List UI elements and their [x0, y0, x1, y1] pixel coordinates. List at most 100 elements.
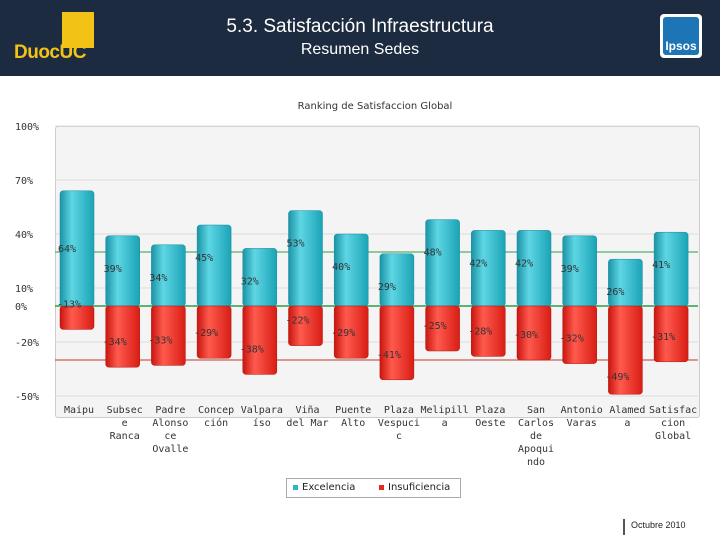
category-label: ce [164, 431, 176, 442]
category-label: Puente [335, 405, 371, 416]
data-label-excelencia: 29% [378, 282, 396, 293]
bar-insuficiencia [471, 305, 506, 357]
y-tick-label: 10% [15, 284, 33, 295]
bar-insuficiencia [151, 305, 186, 366]
bar-insuficiencia [196, 305, 232, 359]
category-label: Alamed [609, 405, 645, 416]
y-tick-label: -50% [15, 392, 39, 403]
category-label: a [624, 418, 630, 429]
data-label-insuficiencia: -31% [651, 332, 675, 343]
category-label: Ovalle [152, 444, 188, 455]
category-label: a [442, 418, 448, 429]
category-label: Maipu [64, 405, 94, 416]
duoc-logo-text: DuocUC [14, 42, 86, 63]
legend-swatch-insuficiencia [379, 484, 384, 490]
legend-item-insuficiencia: Insuficiencia [379, 482, 450, 493]
data-label-excelencia: 64% [58, 244, 76, 255]
bar-excelencia [196, 224, 232, 307]
category-label: Melipill [421, 405, 469, 416]
y-tick-label: 40% [15, 230, 33, 241]
category-label: Satisfac [649, 405, 697, 416]
data-label-insuficiencia: -13% [57, 299, 81, 310]
category-label: ción [204, 417, 228, 429]
chart-legend: Excelencia Insuficiencia [286, 478, 461, 498]
header-bar: DuocUC 5.3. Satisfacción Infraestructura… [0, 0, 720, 76]
data-label-insuficiencia: -29% [331, 328, 355, 339]
bar-excelencia [379, 253, 415, 307]
bar-excelencia [288, 210, 323, 307]
data-label-excelencia: 48% [424, 248, 442, 259]
ipsos-logo-text: Ipsos [663, 17, 699, 55]
y-tick-label: 100% [15, 122, 39, 133]
bar-insuficiencia [333, 305, 369, 359]
category-label: San [527, 405, 545, 416]
data-label-insuficiencia: -41% [377, 350, 401, 361]
bar-excelencia [425, 219, 460, 307]
data-label-excelencia: 42% [515, 258, 533, 269]
data-label-excelencia: 34% [149, 273, 167, 284]
data-label-excelencia: 42% [469, 258, 487, 269]
y-tick-label: 70% [15, 176, 33, 187]
category-label: Apoqui [518, 444, 554, 455]
category-label: íso [253, 417, 271, 429]
bar-insuficiencia [105, 305, 140, 368]
category-label: Subsec [107, 405, 143, 416]
bar-insuficiencia [379, 305, 415, 381]
data-label-excelencia: 53% [286, 239, 304, 250]
category-label: Concep [198, 405, 234, 416]
data-label-insuficiencia: -32% [560, 334, 584, 345]
data-label-insuficiencia: -49% [605, 372, 629, 383]
duoc-shield-logo [62, 12, 94, 48]
y-tick-label: -20% [15, 338, 39, 349]
data-label-insuficiencia: -30% [514, 330, 538, 341]
data-label-excelencia: 45% [195, 253, 213, 264]
bar-insuficiencia [653, 305, 689, 363]
category-label: c [396, 431, 402, 442]
data-label-excelencia: 39% [561, 264, 579, 275]
legend-item-excelencia: Excelencia [293, 482, 355, 493]
data-label-excelencia: 39% [104, 264, 122, 275]
bar-insuficiencia [242, 305, 278, 375]
bar-insuficiencia [562, 305, 597, 364]
data-label-excelencia: 41% [652, 260, 670, 271]
legend-label-insuficiencia: Insuficiencia [388, 482, 451, 493]
category-label: Oeste [475, 418, 505, 429]
bar-excelencia [608, 258, 643, 307]
footer-divider [623, 519, 625, 535]
ipsos-logo: Ipsos [660, 14, 702, 58]
data-label-insuficiencia: -33% [148, 335, 172, 346]
category-label: ndo [527, 457, 545, 468]
category-label: Alto [341, 418, 365, 429]
data-label-excelencia: 40% [332, 262, 350, 273]
bar-insuficiencia [59, 305, 95, 330]
data-label-insuficiencia: -28% [468, 326, 492, 337]
category-label: cion [661, 418, 685, 429]
footer-date: Octubre 2010 [631, 520, 686, 530]
bar-insuficiencia [425, 305, 460, 352]
category-label: Alonso [152, 418, 188, 429]
category-label: Viña [295, 405, 319, 416]
category-label: Plaza [475, 405, 505, 416]
bar-insuficiencia [288, 305, 323, 346]
legend-label-excelencia: Excelencia [302, 482, 356, 493]
slide-subtitle: Resumen Sedes [300, 41, 420, 58]
category-label: Ranca [110, 431, 140, 442]
legend-swatch-excelencia [293, 484, 298, 490]
data-label-insuficiencia: -29% [194, 328, 218, 339]
chart-title: Ranking de Satisfaccion Global [297, 101, 453, 112]
category-label: Varas [567, 418, 597, 429]
category-label: e [122, 418, 128, 429]
category-label: Antonio [561, 405, 603, 416]
category-label: Global [655, 431, 691, 442]
bar-insuficiencia [516, 305, 552, 361]
category-label: Padre [155, 405, 185, 416]
slide-title: 5.3. Satisfacción Infraestructura [226, 16, 494, 37]
category-label: Vespuci [378, 418, 420, 429]
data-label-excelencia: 32% [241, 276, 259, 287]
category-label: Plaza [384, 405, 414, 416]
category-label: Carlos [518, 418, 554, 429]
data-label-insuficiencia: -38% [240, 344, 264, 355]
data-label-insuficiencia: -34% [103, 337, 127, 348]
data-label-excelencia: 26% [606, 287, 624, 298]
category-label: Valpara [241, 405, 283, 416]
